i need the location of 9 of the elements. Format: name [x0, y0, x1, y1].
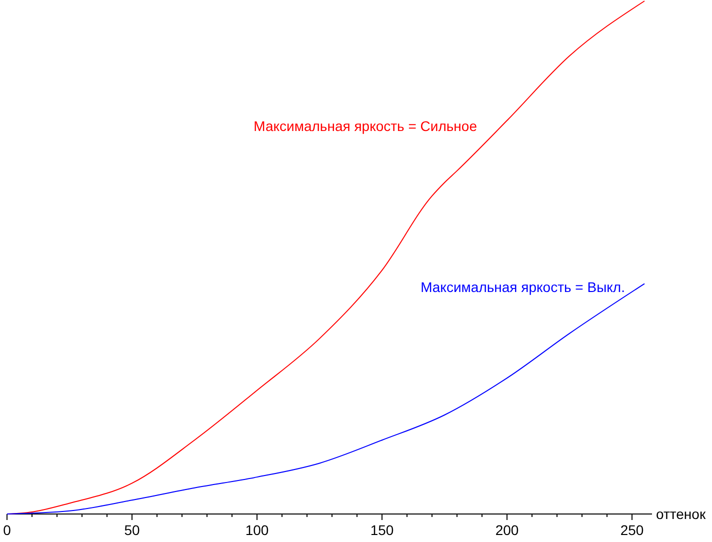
- series-label: Максимальная яркость = Выкл.: [420, 279, 625, 295]
- series-label: Максимальная яркость = Сильное: [254, 118, 478, 134]
- x-tick-label: 0: [3, 522, 12, 538]
- x-tick-label: 50: [124, 522, 140, 538]
- x-tick-label: 100: [245, 522, 269, 538]
- x-tick-label: 200: [495, 522, 519, 538]
- x-axis-title: оттенок: [656, 506, 706, 522]
- x-tick-label: 250: [620, 522, 644, 538]
- x-tick-label: 150: [370, 522, 394, 538]
